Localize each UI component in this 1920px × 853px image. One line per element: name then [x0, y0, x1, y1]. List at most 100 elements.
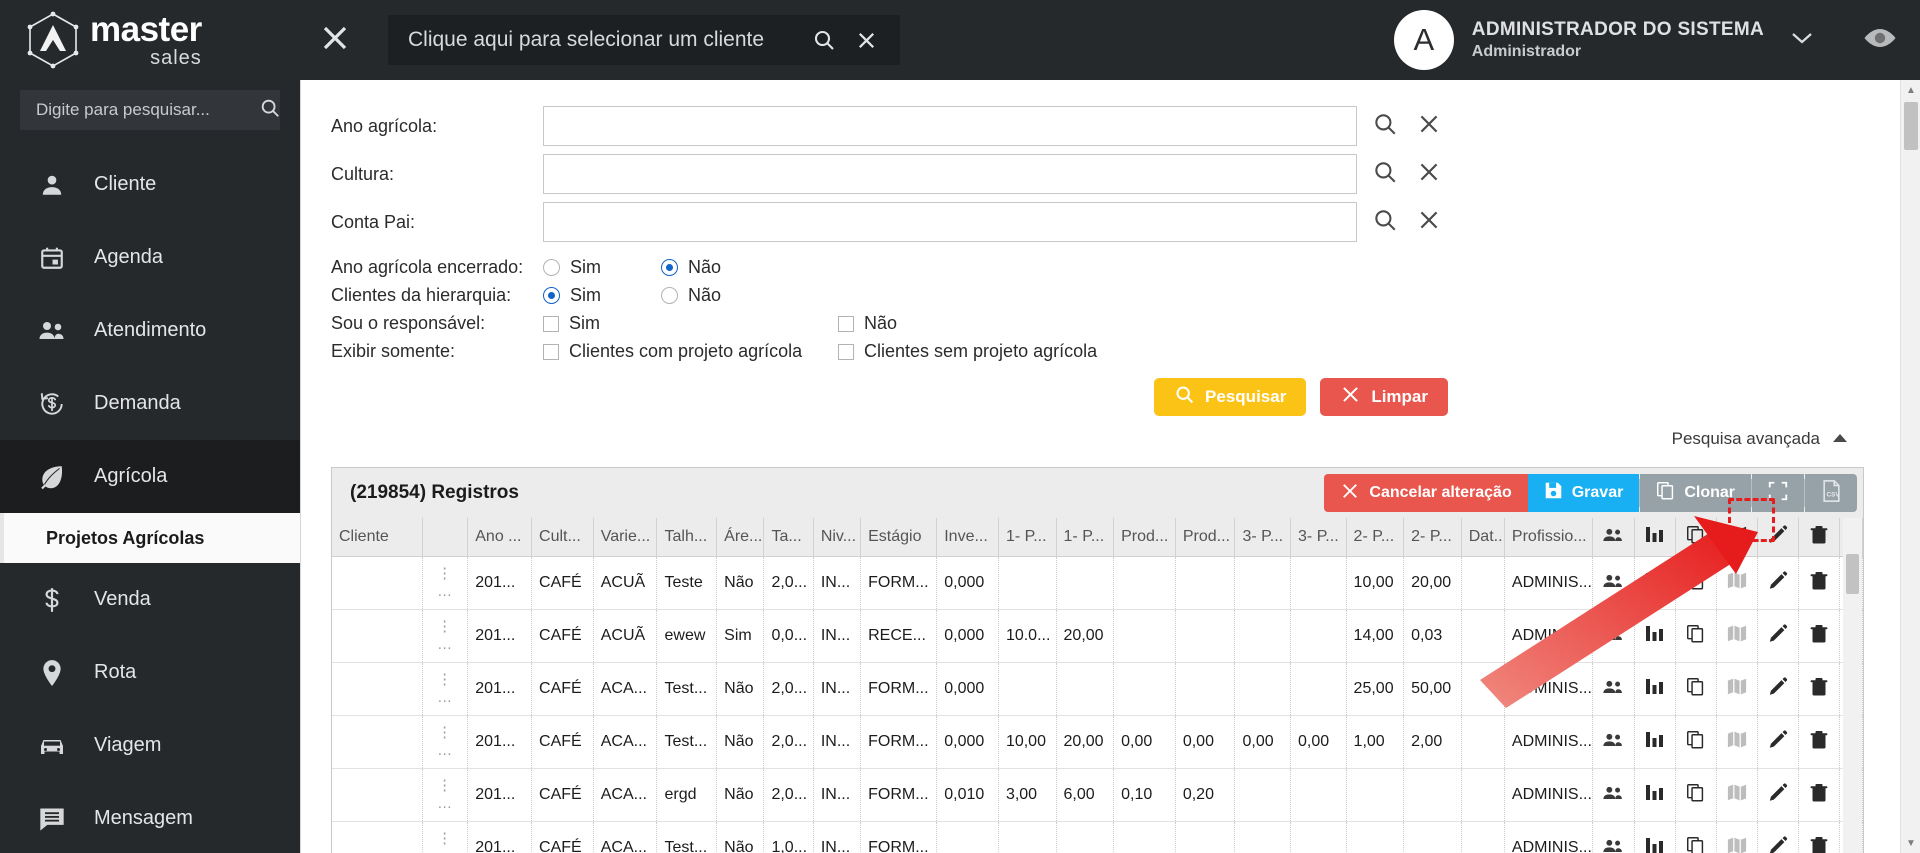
- cell-p1a[interactable]: 10.0...: [998, 609, 1057, 663]
- col-header-talhao[interactable]: Talh...: [656, 518, 718, 557]
- col-header-cultura[interactable]: Cult...: [531, 518, 594, 557]
- cell-p1a[interactable]: [998, 556, 1057, 610]
- col-header-action-delete[interactable]: [1798, 518, 1841, 557]
- cell-variedade[interactable]: ACUÃ: [593, 556, 658, 610]
- cell-cultura[interactable]: CAFÉ: [531, 715, 594, 769]
- cell-p2b[interactable]: 2,00: [1403, 715, 1462, 769]
- cell-p1a[interactable]: 10,00: [998, 715, 1057, 769]
- cell-p3a[interactable]: [1234, 662, 1292, 716]
- cell-nivel[interactable]: IN...: [813, 821, 862, 853]
- preview-toggle-button[interactable]: [1840, 26, 1920, 55]
- cell-profissional[interactable]: ADMINIS...: [1504, 662, 1594, 716]
- user-menu-button[interactable]: [1764, 30, 1840, 51]
- ano-agricola-input[interactable]: [543, 106, 1357, 146]
- conta-pai-search-button[interactable]: [1363, 200, 1407, 244]
- row-action-edit[interactable]: [1757, 821, 1800, 853]
- cell-cliente[interactable]: [332, 821, 423, 853]
- cell-ta[interactable]: 2,0...: [763, 715, 814, 769]
- cell-inve[interactable]: 0,000: [936, 662, 999, 716]
- row-action-map[interactable]: [1716, 556, 1758, 610]
- sidebar-item-agenda[interactable]: Agenda: [0, 221, 300, 294]
- cell-p3a[interactable]: [1234, 609, 1292, 663]
- cell-cultura[interactable]: CAFÉ: [531, 556, 594, 610]
- row-action-clone[interactable]: [1675, 556, 1717, 610]
- sidebar-item-cliente[interactable]: Cliente: [0, 148, 300, 221]
- sidebar-item-mensagem[interactable]: Mensagem: [0, 782, 300, 853]
- col-header-proda[interactable]: Prod...: [1113, 518, 1176, 557]
- cell-ano[interactable]: 201...: [467, 715, 533, 769]
- fullscreen-button[interactable]: [1752, 474, 1804, 512]
- row-action-edit[interactable]: [1757, 556, 1800, 610]
- row-action-clone[interactable]: [1675, 662, 1717, 716]
- row-action-delete[interactable]: [1798, 662, 1841, 716]
- page-scrollbar-thumb[interactable]: [1904, 102, 1918, 150]
- cell-p3a[interactable]: [1234, 556, 1292, 610]
- row-action-people[interactable]: [1592, 609, 1635, 663]
- cell-p3b[interactable]: [1290, 556, 1347, 610]
- row-action-map[interactable]: [1716, 821, 1758, 853]
- ano-agricola-search-button[interactable]: [1363, 104, 1407, 148]
- cell-p2a[interactable]: 14,00: [1346, 609, 1405, 663]
- cell-p1b[interactable]: 20,00: [1056, 715, 1115, 769]
- table-row[interactable]: ⋮… 201... CAFÉ ACUÃ ewew Sim 0,0... IN... RECE..…: [332, 609, 1863, 663]
- cell-inve[interactable]: [936, 821, 999, 853]
- cell-nivel[interactable]: IN...: [813, 662, 862, 716]
- row-drag-handle[interactable]: ⋮…: [422, 609, 469, 663]
- col-header-ano[interactable]: Ano ...: [467, 518, 533, 557]
- col-header-p3b[interactable]: 3- P...: [1290, 518, 1347, 557]
- sou-responsavel-nao[interactable]: Não: [838, 313, 897, 334]
- cell-p2b[interactable]: 20,00: [1403, 556, 1462, 610]
- grid-vertical-scrollbar[interactable]: ▼: [1843, 518, 1862, 853]
- cell-nivel[interactable]: IN...: [813, 768, 862, 822]
- cell-cliente[interactable]: [332, 556, 423, 610]
- row-action-edit[interactable]: [1757, 609, 1800, 663]
- cell-p3a[interactable]: [1234, 768, 1292, 822]
- exibir-sem-projeto[interactable]: Clientes sem projeto agrícola: [838, 341, 1097, 362]
- col-header-action-edit[interactable]: [1757, 518, 1800, 557]
- sidebar-search-input[interactable]: [34, 99, 259, 121]
- cell-prodb[interactable]: [1175, 556, 1236, 610]
- col-header-variedade[interactable]: Varie...: [593, 518, 658, 557]
- cell-p1a[interactable]: [998, 662, 1057, 716]
- ano-agricola-clear-button[interactable]: [1407, 104, 1451, 148]
- exibir-com-projeto[interactable]: Clientes com projeto agrícola: [543, 341, 838, 362]
- col-header-p1b[interactable]: 1- P...: [1056, 518, 1115, 557]
- cell-ta[interactable]: 2,0...: [763, 768, 814, 822]
- close-panel-button[interactable]: [300, 0, 370, 80]
- cell-p3a[interactable]: 0,00: [1234, 715, 1292, 769]
- cell-p1b[interactable]: 6,00: [1056, 768, 1115, 822]
- row-action-clone[interactable]: [1675, 768, 1717, 822]
- cell-p3b[interactable]: 0,00: [1290, 715, 1347, 769]
- cancel-change-button[interactable]: Cancelar alteração: [1324, 474, 1528, 512]
- client-selector[interactable]: Clique aqui para selecionar um cliente: [388, 15, 900, 65]
- cell-variedade[interactable]: ACA...: [593, 662, 658, 716]
- cell-ta[interactable]: 1,0...: [763, 821, 814, 853]
- cell-p3a[interactable]: [1234, 821, 1292, 853]
- clear-button[interactable]: Limpar: [1320, 378, 1448, 416]
- col-header-action-chart[interactable]: [1634, 518, 1676, 557]
- row-action-map[interactable]: [1716, 768, 1758, 822]
- col-header-estagio[interactable]: Estágio: [860, 518, 938, 557]
- client-clear-icon[interactable]: [846, 29, 886, 52]
- cell-prodb[interactable]: 0,20: [1175, 768, 1236, 822]
- cell-data[interactable]: [1461, 715, 1505, 769]
- cell-data[interactable]: [1461, 556, 1505, 610]
- col-header-profissional[interactable]: Profissio...: [1504, 518, 1594, 557]
- table-row[interactable]: ⋮… 201...CAFÉACA...Test...Não1,0...IN...F…: [332, 821, 1863, 853]
- row-action-people[interactable]: [1592, 715, 1635, 769]
- cell-data[interactable]: [1461, 609, 1505, 663]
- row-action-people[interactable]: [1592, 768, 1635, 822]
- cell-profissional[interactable]: ADMINIS...: [1504, 556, 1594, 610]
- cell-area[interactable]: Não: [716, 556, 765, 610]
- row-action-delete[interactable]: [1798, 715, 1841, 769]
- row-drag-handle[interactable]: ⋮…: [422, 662, 469, 716]
- cell-data[interactable]: [1461, 662, 1505, 716]
- cell-estagio[interactable]: FORM...: [860, 556, 938, 610]
- row-action-map[interactable]: [1716, 715, 1758, 769]
- col-header-area[interactable]: Áre...: [716, 518, 765, 557]
- cell-ta[interactable]: 0,0...: [763, 609, 814, 663]
- cell-estagio[interactable]: FORM...: [860, 715, 938, 769]
- clone-button[interactable]: Clonar: [1640, 474, 1751, 512]
- app-logo[interactable]: master sales: [0, 0, 300, 80]
- cell-nivel[interactable]: IN...: [813, 609, 862, 663]
